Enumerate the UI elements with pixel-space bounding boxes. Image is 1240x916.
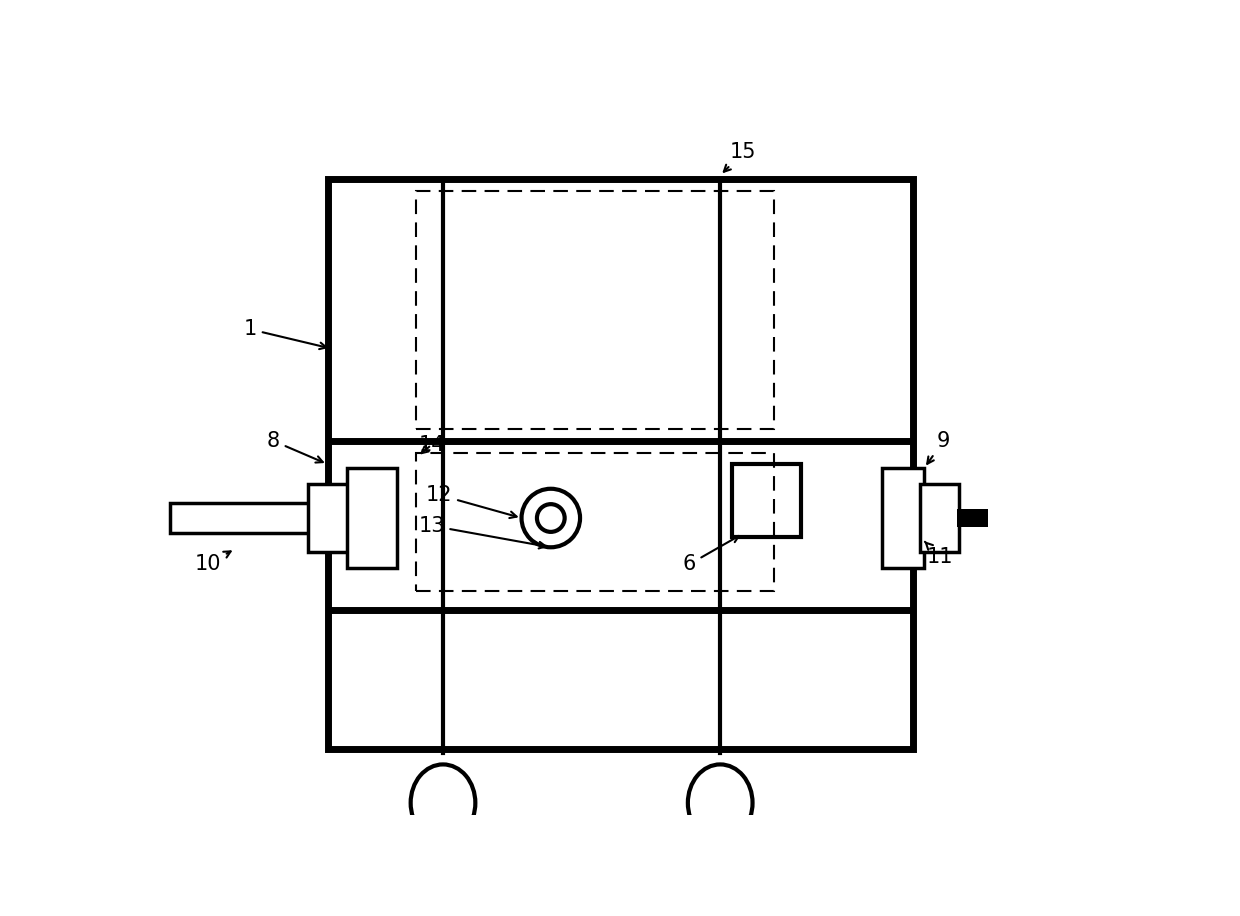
Bar [882,468,924,568]
Bar [347,468,397,568]
Text: 1: 1 [244,320,326,349]
Text: 12: 12 [425,485,517,518]
Bar [417,191,774,430]
Ellipse shape [410,765,475,842]
Text: 6: 6 [683,536,739,574]
Bar [732,464,801,538]
Text: 11: 11 [925,541,952,566]
Bar [309,485,351,552]
Text: 9: 9 [928,431,950,463]
Bar [170,503,324,533]
Bar [417,453,774,591]
Bar [327,180,913,749]
Text: 14: 14 [418,435,445,455]
Text: 10: 10 [195,551,231,574]
Text: 8: 8 [267,431,322,463]
Bar [957,508,988,528]
Bar [920,485,959,552]
Text: 15: 15 [724,142,756,172]
Ellipse shape [688,765,753,842]
Text: 13: 13 [418,516,546,549]
